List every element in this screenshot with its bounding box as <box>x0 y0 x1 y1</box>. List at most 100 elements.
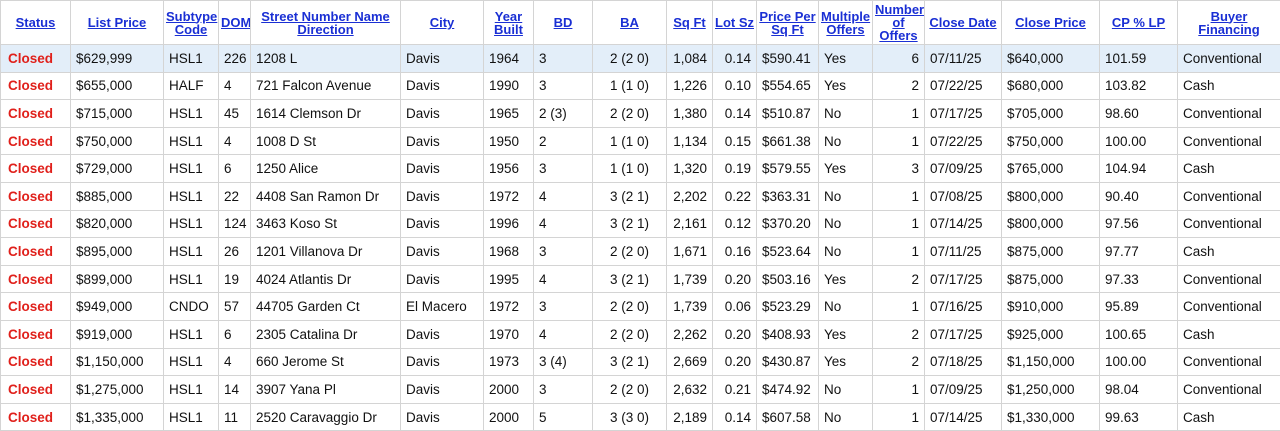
number-of-offers-cell: 1 <box>872 126 925 156</box>
table-row[interactable]: Closed $820,000 HSL1 124 3463 Koso St Davis 19… <box>0 209 1280 239</box>
cp-pct-lp-cell: 100.65 <box>1099 319 1178 349</box>
sq-ft-cell: 1,320 <box>666 154 713 183</box>
lot-size-cell: 0.16 <box>712 237 757 266</box>
column-header-bd[interactable]: BD <box>533 0 593 45</box>
close-price-cell: $1,330,000 <box>1001 402 1100 431</box>
close-date-cell: 07/14/25 <box>924 402 1002 431</box>
multiple-offers-cell: No <box>818 237 873 266</box>
cp-pct-lp-cell: 100.00 <box>1099 347 1178 377</box>
close-date-cell: 07/09/25 <box>924 375 1002 404</box>
ba-cell: 2 (2 0) <box>592 99 667 128</box>
column-header-year-built[interactable]: Year Built <box>483 0 534 45</box>
column-header-close-price[interactable]: Close Price <box>1001 0 1100 45</box>
multiple-offers-cell: No <box>818 99 873 128</box>
year-built-cell: 1990 <box>483 71 534 101</box>
year-built-cell: 2000 <box>483 375 534 404</box>
bd-cell: 3 <box>533 44 593 73</box>
sq-ft-cell: 2,202 <box>666 181 713 211</box>
column-header-lot-size[interactable]: Lot Sz <box>712 0 757 45</box>
lot-size-cell: 0.14 <box>712 44 757 73</box>
price-per-sq-ft-cell: $408.93 <box>756 319 819 349</box>
column-header-buyer-financing[interactable]: Buyer Financing <box>1177 0 1280 45</box>
sq-ft-cell: 1,380 <box>666 99 713 128</box>
column-header-number-of-offers[interactable]: Number of Offers <box>872 0 925 45</box>
cp-pct-lp-cell: 97.77 <box>1099 237 1178 266</box>
column-header-status[interactable]: Status <box>0 0 71 45</box>
table-row[interactable]: Closed $895,000 HSL1 26 1201 Villanova Dr Dav… <box>0 237 1280 266</box>
multiple-offers-cell: Yes <box>818 71 873 101</box>
table-row[interactable]: Closed $919,000 HSL1 6 2305 Catalina Dr Davis… <box>0 319 1280 349</box>
table-row[interactable]: Closed $655,000 HALF 4 721 Falcon Avenue Davi… <box>0 71 1280 101</box>
sq-ft-cell: 1,739 <box>666 292 713 321</box>
column-header-cp-pct-lp[interactable]: CP % LP <box>1099 0 1178 45</box>
street-address-cell: 2305 Catalina Dr <box>250 319 401 349</box>
price-per-sq-ft-cell: $430.87 <box>756 347 819 377</box>
column-header-sq-ft[interactable]: Sq Ft <box>666 0 713 45</box>
status-cell: Closed <box>0 154 71 183</box>
table-row[interactable]: Closed $899,000 HSL1 19 4024 Atlantis Dr Davi… <box>0 264 1280 294</box>
dom-cell: 6 <box>218 154 251 183</box>
column-header-ba[interactable]: BA <box>592 0 667 45</box>
column-header-price-per-sq-ft[interactable]: Price Per Sq Ft <box>756 0 819 45</box>
bd-cell: 4 <box>533 209 593 239</box>
subtype-code-cell: HSL1 <box>163 209 219 239</box>
bd-cell: 3 <box>533 154 593 183</box>
list-price-cell: $820,000 <box>70 209 164 239</box>
table-row[interactable]: Closed $715,000 HSL1 45 1614 Clemson Dr Davis… <box>0 99 1280 128</box>
table-row[interactable]: Closed $729,000 HSL1 6 1250 Alice Davis 1956 3 1… <box>0 154 1280 183</box>
street-address-cell: 1614 Clemson Dr <box>250 99 401 128</box>
price-per-sq-ft-cell: $579.55 <box>756 154 819 183</box>
table-row[interactable]: Closed $949,000 CNDO 57 44705 Garden Ct El Ma… <box>0 292 1280 321</box>
list-price-cell: $885,000 <box>70 181 164 211</box>
list-price-cell: $899,000 <box>70 264 164 294</box>
year-built-cell: 1965 <box>483 99 534 128</box>
lot-size-cell: 0.19 <box>712 154 757 183</box>
close-date-cell: 07/16/25 <box>924 292 1002 321</box>
street-address-cell: 2520 Caravaggio Dr <box>250 402 401 431</box>
list-price-cell: $1,150,000 <box>70 347 164 377</box>
table-row[interactable]: Closed $885,000 HSL1 22 4408 San Ramon Dr Dav… <box>0 181 1280 211</box>
number-of-offers-cell: 1 <box>872 375 925 404</box>
bd-cell: 5 <box>533 402 593 431</box>
lot-size-cell: 0.14 <box>712 402 757 431</box>
column-header-street-address[interactable]: Street Number Name Direction <box>250 0 401 45</box>
ba-cell: 3 (3 0) <box>592 402 667 431</box>
close-date-cell: 07/11/25 <box>924 44 1002 73</box>
dom-cell: 11 <box>218 402 251 431</box>
table-row[interactable]: Closed $1,275,000 HSL1 14 3907 Yana Pl Davis 2… <box>0 375 1280 404</box>
cp-pct-lp-cell: 97.56 <box>1099 209 1178 239</box>
price-per-sq-ft-cell: $363.31 <box>756 181 819 211</box>
multiple-offers-cell: No <box>818 181 873 211</box>
subtype-code-cell: HSL1 <box>163 154 219 183</box>
close-price-cell: $680,000 <box>1001 71 1100 101</box>
table-row[interactable]: Closed $1,335,000 HSL1 11 2520 Caravaggio Dr… <box>0 402 1280 431</box>
table-row[interactable]: Closed $1,150,000 HSL1 4 660 Jerome St Davis 1… <box>0 347 1280 377</box>
multiple-offers-cell: No <box>818 209 873 239</box>
column-header-city[interactable]: City <box>400 0 484 45</box>
price-per-sq-ft-cell: $523.64 <box>756 237 819 266</box>
column-header-close-date[interactable]: Close Date <box>924 0 1002 45</box>
column-header-list-price[interactable]: List Price <box>70 0 164 45</box>
buyer-financing-cell: Cash <box>1177 237 1280 266</box>
cp-pct-lp-cell: 101.59 <box>1099 44 1178 73</box>
price-per-sq-ft-cell: $370.20 <box>756 209 819 239</box>
multiple-offers-cell: Yes <box>818 154 873 183</box>
column-header-multiple-offers[interactable]: Multiple Offers <box>818 0 873 45</box>
subtype-code-cell: CNDO <box>163 292 219 321</box>
number-of-offers-cell: 1 <box>872 402 925 431</box>
table-row[interactable]: Closed $750,000 HSL1 4 1008 D St Davis 1950 2 1 … <box>0 126 1280 156</box>
number-of-offers-cell: 2 <box>872 347 925 377</box>
year-built-cell: 1964 <box>483 44 534 73</box>
cp-pct-lp-cell: 99.63 <box>1099 402 1178 431</box>
column-header-subtype-code[interactable]: Subtype Code <box>163 0 219 45</box>
column-header-dom[interactable]: DOM <box>218 0 251 45</box>
subtype-code-cell: HSL1 <box>163 264 219 294</box>
subtype-code-cell: HSL1 <box>163 347 219 377</box>
table-row[interactable]: Closed $629,999 HSL1 226 1208 L Davis 1964 3 2 (… <box>0 44 1280 73</box>
cp-pct-lp-cell: 104.94 <box>1099 154 1178 183</box>
street-address-cell: 1250 Alice <box>250 154 401 183</box>
close-price-cell: $640,000 <box>1001 44 1100 73</box>
subtype-code-cell: HSL1 <box>163 375 219 404</box>
street-address-cell: 3907 Yana Pl <box>250 375 401 404</box>
buyer-financing-cell: Conventional <box>1177 375 1280 404</box>
